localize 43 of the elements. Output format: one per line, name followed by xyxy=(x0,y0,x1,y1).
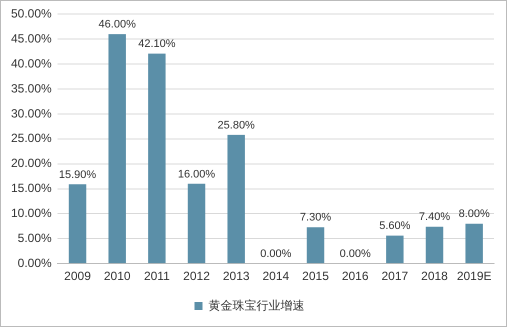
data-label: 8.00% xyxy=(458,208,490,220)
bar xyxy=(108,34,126,264)
y-tick-label: 35.00% xyxy=(10,81,52,96)
y-tick-label: 30.00% xyxy=(10,106,52,120)
data-label: 0.00% xyxy=(260,248,292,260)
x-tick-label: 2011 xyxy=(144,269,170,284)
y-tick-label: 45.00% xyxy=(10,31,52,46)
x-tick-label: 2018 xyxy=(421,269,448,284)
data-label: 5.60% xyxy=(379,220,411,232)
x-tick-label: 2017 xyxy=(381,269,409,284)
y-tick-label: 10.00% xyxy=(10,206,52,220)
x-tick-label: 2019E xyxy=(456,269,492,284)
data-label: 0.00% xyxy=(340,248,371,260)
bar xyxy=(188,184,206,264)
data-label: 16.00% xyxy=(178,168,216,180)
y-tick-label: 40.00% xyxy=(10,56,52,70)
y-tick-label: 20.00% xyxy=(10,156,52,170)
data-label: 42.10% xyxy=(138,38,176,50)
y-tick-label: 50.00% xyxy=(10,6,52,21)
y-tick-label: 5.00% xyxy=(18,230,52,245)
data-label: 15.90% xyxy=(58,168,96,181)
x-tick-label: 2016 xyxy=(342,269,369,284)
bar xyxy=(426,226,444,264)
bar xyxy=(465,224,483,264)
x-tick-label: 2009 xyxy=(64,269,92,284)
data-label: 25.80% xyxy=(218,119,256,132)
x-tick-label: 2013 xyxy=(222,269,250,284)
y-tick-label: 0.00% xyxy=(18,256,52,270)
data-label: 46.00% xyxy=(98,18,136,31)
data-label: 7.40% xyxy=(418,211,450,224)
bar xyxy=(386,236,404,264)
x-tick-label: 2012 xyxy=(183,269,210,284)
y-tick-label: 25.00% xyxy=(10,131,52,146)
data-label: 7.30% xyxy=(300,212,332,224)
legend-label: 黄金珠宝行业增速 xyxy=(208,298,304,312)
x-tick-label: 2010 xyxy=(104,269,131,284)
bar xyxy=(68,184,86,264)
x-tick-label: 2014 xyxy=(262,269,290,284)
bar xyxy=(148,54,166,264)
y-tick-label: 15.00% xyxy=(10,181,52,196)
x-tick-label: 2015 xyxy=(302,269,330,284)
bar xyxy=(227,134,245,264)
bar xyxy=(306,227,324,264)
